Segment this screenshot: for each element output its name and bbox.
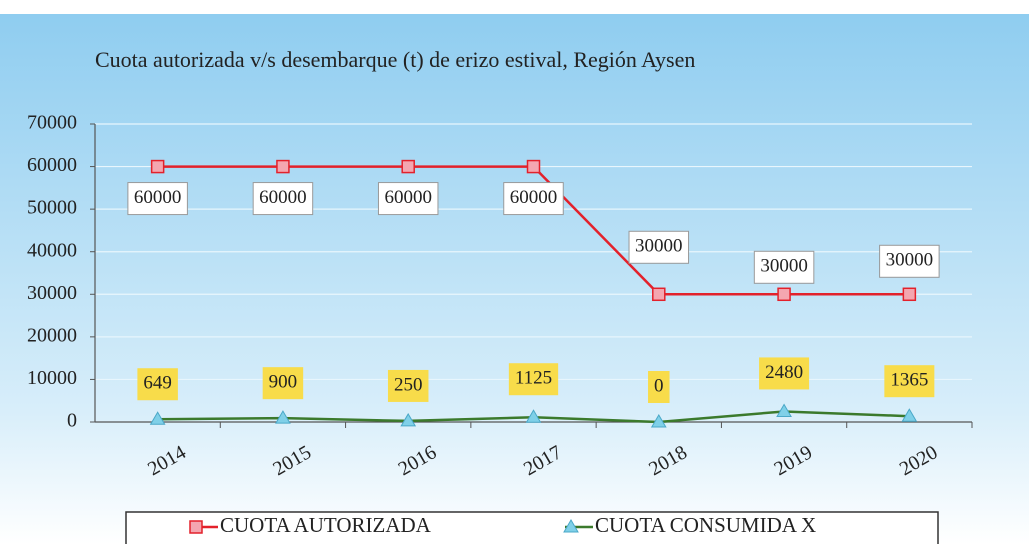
data-label: 1365 — [890, 370, 928, 391]
y-tick-label: 0 — [67, 410, 77, 432]
marker — [149, 411, 166, 425]
data-label: 30000 — [635, 236, 683, 257]
marker — [526, 159, 541, 174]
label-box — [753, 250, 815, 284]
label-box — [884, 365, 935, 398]
data-label: 30000 — [760, 256, 808, 277]
marker — [525, 409, 542, 423]
label-box — [648, 371, 670, 403]
legend — [125, 511, 939, 544]
label-box — [503, 182, 564, 216]
label-box — [377, 182, 439, 216]
label-box — [127, 182, 188, 216]
label-box — [759, 357, 810, 390]
legend-label: CUOTA AUTORIZADA — [220, 513, 432, 537]
label-box — [387, 369, 429, 402]
y-tick-label: 10000 — [27, 367, 77, 389]
y-tick-label: 20000 — [27, 324, 77, 346]
y-tick-label: 40000 — [27, 239, 77, 261]
y-tick-label: 60000 — [27, 154, 77, 176]
data-label: 60000 — [259, 187, 307, 208]
data-label: 250 — [394, 374, 423, 395]
data-label: 60000 — [510, 187, 558, 208]
data-label: 30000 — [886, 250, 934, 271]
marker — [400, 412, 417, 427]
marker — [776, 403, 792, 417]
label-box — [252, 182, 314, 216]
marker — [275, 410, 291, 424]
background — [0, 14, 1029, 544]
marker — [401, 159, 415, 174]
label-box — [262, 367, 304, 400]
marker — [150, 159, 165, 174]
legend-marker — [189, 520, 203, 534]
data-label: 60000 — [134, 187, 182, 208]
legend-marker — [563, 519, 579, 533]
y-tick-label: 70000 — [27, 112, 77, 134]
marker — [650, 414, 667, 428]
data-label: 2480 — [765, 362, 803, 383]
data-label: 0 — [654, 375, 664, 396]
chart-title: Cuota autorizada v/s desembarque (t) de … — [95, 47, 695, 72]
marker — [276, 159, 290, 174]
label-box — [137, 368, 178, 401]
label-box — [879, 244, 940, 278]
data-label: 60000 — [384, 187, 432, 208]
marker — [902, 287, 917, 302]
y-tick-label: 50000 — [27, 197, 77, 219]
y-tick-label: 30000 — [27, 282, 77, 304]
label-box — [508, 363, 559, 396]
legend-label: CUOTA CONSUMIDA X — [595, 513, 816, 537]
marker — [652, 287, 666, 302]
data-label: 900 — [269, 372, 298, 393]
marker — [777, 287, 791, 302]
data-label: 649 — [143, 373, 172, 394]
label-box — [628, 230, 690, 264]
marker — [901, 408, 918, 422]
data-label: 1125 — [515, 368, 552, 389]
